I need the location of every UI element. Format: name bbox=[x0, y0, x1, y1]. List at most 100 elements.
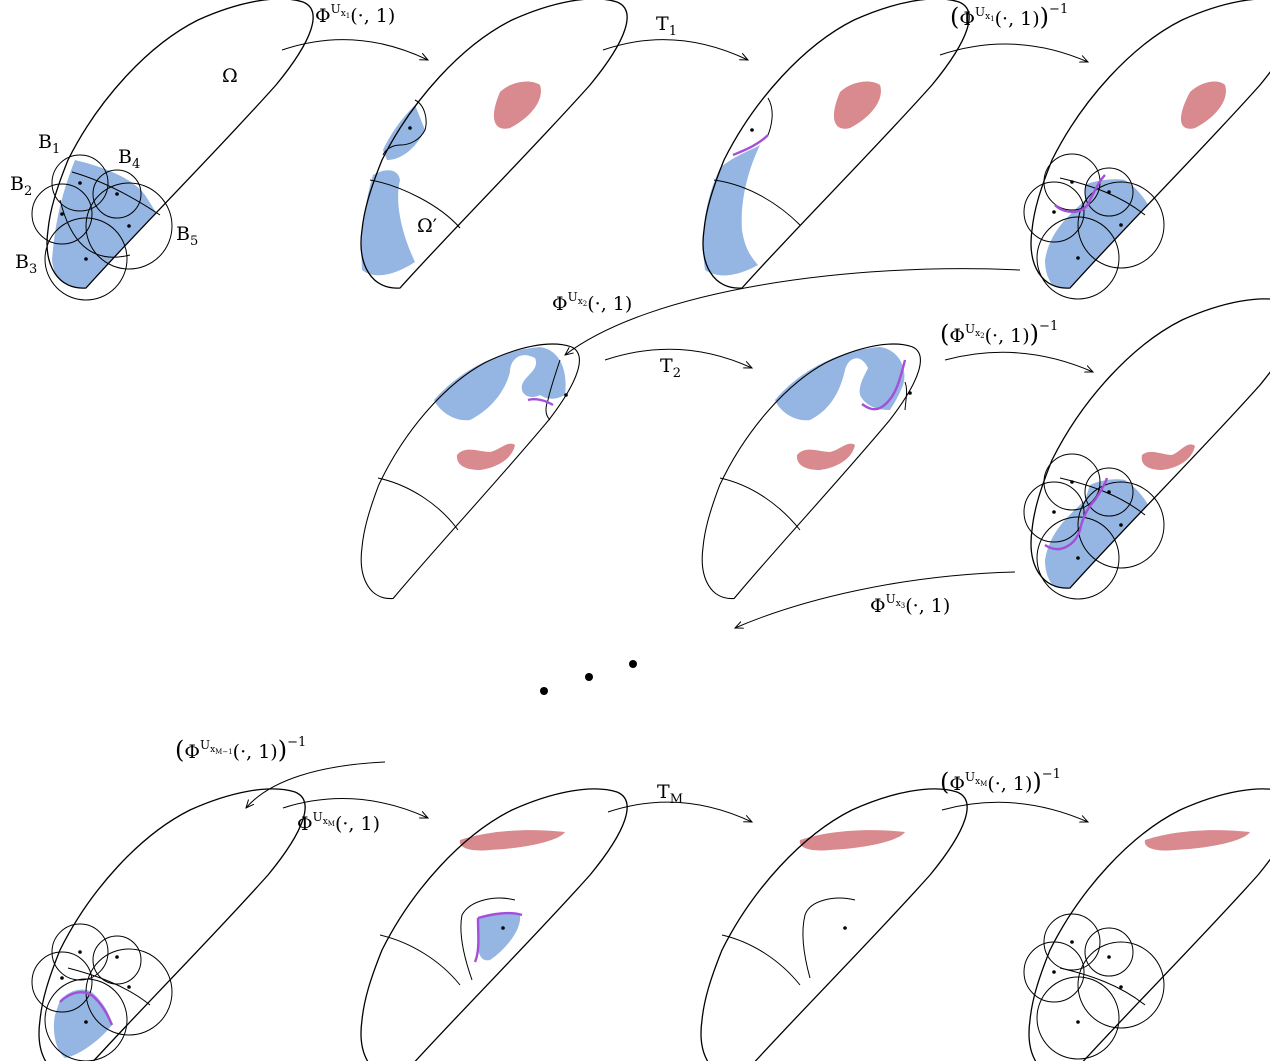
ball-center bbox=[908, 391, 912, 395]
subdomain-boundary bbox=[1059, 177, 1146, 216]
red-region bbox=[493, 81, 541, 129]
arrow-label-phi-x1-inverse: (ΦUx1(·, 1))−1 bbox=[950, 2, 1068, 31]
omega-label: Ω bbox=[222, 65, 238, 87]
ball-center bbox=[84, 1020, 88, 1024]
panel-row3-transformed bbox=[700, 788, 968, 1061]
ball-center bbox=[1107, 190, 1111, 194]
subdomain-boundary bbox=[802, 897, 856, 979]
ball-b2 bbox=[31, 183, 93, 245]
ball-label: B2 bbox=[10, 173, 32, 199]
panel-row1-transformed bbox=[702, 0, 970, 289]
ball-center bbox=[1119, 523, 1123, 527]
ball-center bbox=[127, 224, 131, 228]
red-region bbox=[1180, 81, 1226, 129]
panel-row1-original: Ω B1 B2 B3 B4 B5 bbox=[10, 0, 314, 301]
ball-b2 bbox=[1023, 941, 1085, 1003]
interface-boundary bbox=[861, 359, 907, 411]
arrow-label-phi-xm: ΦUxM(·, 1) bbox=[297, 810, 380, 835]
ball-center bbox=[750, 128, 754, 132]
ball-b3 bbox=[1036, 216, 1120, 300]
ball-b5 bbox=[1077, 481, 1165, 569]
blue-region bbox=[703, 145, 760, 276]
ball-center bbox=[1076, 1020, 1080, 1024]
ellipsis bbox=[540, 660, 637, 695]
ball-center bbox=[78, 950, 82, 954]
arrow-map bbox=[282, 798, 428, 818]
ball-center bbox=[1052, 210, 1056, 214]
ball-center bbox=[564, 393, 568, 397]
arrow-label-t2: T2 bbox=[660, 355, 681, 381]
subdomain-boundary bbox=[719, 477, 801, 531]
subdomain-boundary bbox=[59, 199, 131, 258]
red-region bbox=[796, 443, 855, 470]
ball-b5 bbox=[1077, 941, 1165, 1029]
ball-b4 bbox=[92, 935, 142, 985]
arrow-label-phi-xm-inverse: (ΦUxM(·, 1))−1 bbox=[940, 767, 1061, 796]
blue-region bbox=[361, 170, 415, 276]
arrow-map bbox=[735, 571, 1016, 628]
panel-row1-flowed: Ω′ bbox=[360, 0, 628, 289]
panel-row2-pulledback bbox=[1023, 298, 1270, 600]
ball-label: B5 bbox=[176, 223, 198, 249]
red-region bbox=[833, 81, 881, 129]
subdomain-boundary bbox=[382, 99, 427, 156]
ball-center bbox=[127, 985, 131, 989]
subdomain-boundary bbox=[377, 477, 459, 531]
interface-boundary bbox=[527, 398, 554, 407]
blue-region bbox=[383, 105, 425, 160]
ball-center bbox=[115, 192, 119, 196]
ellipsis-dot bbox=[540, 687, 548, 695]
interface-boundary bbox=[1054, 174, 1106, 214]
ball-center bbox=[408, 126, 412, 130]
ball-center bbox=[1107, 955, 1111, 959]
ball-b5 bbox=[1077, 181, 1165, 269]
ball-label: B3 bbox=[15, 251, 37, 277]
ball-b2 bbox=[31, 951, 93, 1013]
ball-center bbox=[1052, 970, 1056, 974]
ball-center bbox=[1076, 556, 1080, 560]
domain-outline bbox=[700, 788, 968, 1061]
blue-region bbox=[1045, 179, 1155, 289]
panel-row3-pulledback bbox=[31, 788, 306, 1061]
ball-center bbox=[84, 257, 88, 261]
arrow-map bbox=[565, 268, 1021, 355]
arrow-map bbox=[246, 761, 386, 808]
ball-center bbox=[1119, 985, 1123, 989]
omega-prime-label: Ω′ bbox=[417, 215, 437, 237]
ball-b4 bbox=[1084, 467, 1134, 517]
ball-center bbox=[1052, 510, 1056, 514]
ellipsis-dot bbox=[629, 660, 637, 668]
subdomain-boundary bbox=[71, 171, 161, 216]
ball-b5 bbox=[85, 182, 173, 270]
subdomain-boundary bbox=[1059, 967, 1146, 1006]
ball-b4 bbox=[1084, 167, 1134, 217]
arrow-label-phi-x1: ΦUx1(·, 1) bbox=[315, 2, 395, 27]
arrow-map bbox=[281, 39, 428, 60]
blue-region bbox=[52, 160, 165, 289]
ball-center bbox=[501, 926, 505, 930]
ball-center bbox=[1107, 490, 1111, 494]
interface-boundary bbox=[732, 134, 769, 157]
domain-outline bbox=[1028, 788, 1270, 1061]
red-region bbox=[1141, 444, 1195, 470]
subdomain-boundary bbox=[545, 359, 561, 421]
red-region bbox=[799, 830, 905, 851]
ball-center bbox=[60, 212, 64, 216]
arrow-map bbox=[607, 801, 752, 822]
subdomain-boundary bbox=[369, 179, 461, 229]
arrow-label-phi-x3: ΦUx3(·, 1) bbox=[870, 592, 950, 617]
panel-row1-pulledback bbox=[1023, 0, 1270, 300]
subdomain-boundary bbox=[767, 97, 773, 136]
interface-boundary bbox=[1044, 477, 1109, 551]
subdomain-boundary bbox=[379, 934, 461, 986]
arrow-map bbox=[941, 801, 1088, 822]
arrow-label-phi-x2: ΦUx2(·, 1) bbox=[552, 290, 632, 315]
arrow-label-phi-x2-inverse: (ΦUx2(·, 1))−1 bbox=[940, 319, 1058, 348]
ball-b1 bbox=[51, 154, 109, 212]
ball-b1 bbox=[1043, 453, 1101, 511]
blue-region bbox=[434, 347, 566, 421]
arrow-map bbox=[604, 348, 752, 368]
ball-label: B1 bbox=[38, 131, 60, 157]
interface-boundary bbox=[473, 911, 523, 963]
